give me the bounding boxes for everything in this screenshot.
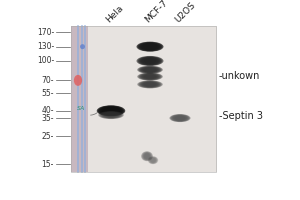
Ellipse shape — [136, 56, 164, 66]
Ellipse shape — [149, 157, 157, 163]
Ellipse shape — [140, 73, 160, 80]
Text: U2OS: U2OS — [174, 0, 198, 24]
Text: SA: SA — [77, 106, 85, 111]
Ellipse shape — [142, 74, 158, 80]
Ellipse shape — [105, 108, 117, 114]
Ellipse shape — [140, 81, 160, 88]
Ellipse shape — [142, 152, 152, 161]
Ellipse shape — [144, 153, 150, 159]
Ellipse shape — [103, 112, 119, 118]
Ellipse shape — [74, 75, 82, 86]
Ellipse shape — [100, 112, 122, 119]
Ellipse shape — [141, 43, 159, 50]
Text: 55-: 55- — [41, 89, 54, 98]
Ellipse shape — [176, 116, 184, 120]
Ellipse shape — [137, 80, 163, 88]
Ellipse shape — [137, 73, 163, 81]
Ellipse shape — [172, 115, 188, 121]
Ellipse shape — [140, 67, 160, 73]
Ellipse shape — [101, 112, 121, 118]
Ellipse shape — [144, 44, 156, 49]
Ellipse shape — [175, 116, 185, 121]
Ellipse shape — [99, 106, 123, 116]
Ellipse shape — [138, 56, 162, 66]
Ellipse shape — [105, 113, 117, 118]
Ellipse shape — [144, 74, 156, 79]
Ellipse shape — [143, 152, 151, 160]
Ellipse shape — [174, 115, 186, 121]
Ellipse shape — [149, 157, 157, 163]
Ellipse shape — [137, 66, 163, 74]
Ellipse shape — [101, 107, 121, 115]
Text: 25-: 25- — [42, 132, 54, 141]
Ellipse shape — [139, 57, 161, 65]
Ellipse shape — [145, 74, 155, 79]
Ellipse shape — [80, 44, 85, 49]
Text: 130-: 130- — [37, 42, 54, 51]
Ellipse shape — [138, 42, 162, 51]
Ellipse shape — [142, 81, 158, 87]
Ellipse shape — [142, 152, 152, 161]
Ellipse shape — [144, 58, 156, 64]
Ellipse shape — [143, 153, 151, 160]
Ellipse shape — [144, 82, 156, 87]
Bar — [70, 26, 216, 172]
Bar — [71, 26, 88, 172]
Ellipse shape — [143, 44, 157, 50]
Ellipse shape — [173, 115, 187, 121]
Text: MCF-7: MCF-7 — [144, 0, 170, 24]
Ellipse shape — [140, 57, 160, 65]
Text: 100-: 100- — [37, 56, 54, 65]
Ellipse shape — [142, 82, 158, 87]
Ellipse shape — [143, 58, 157, 64]
Ellipse shape — [171, 115, 189, 122]
Text: 170-: 170- — [37, 28, 54, 37]
Ellipse shape — [103, 107, 119, 115]
Ellipse shape — [141, 57, 159, 65]
Ellipse shape — [140, 81, 160, 88]
Ellipse shape — [140, 43, 160, 51]
Ellipse shape — [98, 106, 124, 116]
Ellipse shape — [98, 111, 124, 119]
Ellipse shape — [148, 156, 158, 164]
Ellipse shape — [169, 114, 190, 122]
Ellipse shape — [142, 67, 158, 73]
Text: 35-: 35- — [41, 114, 54, 123]
Text: -unkown: -unkown — [219, 71, 260, 81]
Text: Hela: Hela — [105, 3, 125, 24]
Ellipse shape — [138, 73, 162, 80]
Ellipse shape — [138, 81, 162, 88]
Ellipse shape — [99, 111, 123, 119]
Ellipse shape — [142, 67, 158, 73]
Ellipse shape — [140, 66, 160, 73]
Ellipse shape — [142, 58, 158, 64]
Ellipse shape — [142, 74, 158, 79]
Ellipse shape — [141, 151, 153, 161]
Ellipse shape — [142, 43, 158, 50]
Ellipse shape — [138, 66, 162, 74]
Ellipse shape — [142, 152, 152, 160]
Ellipse shape — [150, 157, 156, 163]
Ellipse shape — [148, 157, 158, 164]
Ellipse shape — [170, 114, 190, 122]
Ellipse shape — [144, 67, 156, 72]
Text: 15-: 15- — [42, 160, 54, 169]
Ellipse shape — [140, 73, 160, 80]
Text: -Septin 3: -Septin 3 — [219, 111, 263, 121]
Ellipse shape — [103, 112, 118, 118]
Ellipse shape — [104, 107, 118, 114]
Ellipse shape — [97, 105, 125, 116]
Ellipse shape — [100, 106, 122, 115]
Ellipse shape — [145, 68, 155, 72]
Text: 70-: 70- — [41, 76, 54, 85]
Ellipse shape — [136, 42, 164, 52]
Ellipse shape — [148, 156, 158, 164]
Text: 40-: 40- — [41, 106, 54, 115]
Ellipse shape — [139, 42, 161, 51]
